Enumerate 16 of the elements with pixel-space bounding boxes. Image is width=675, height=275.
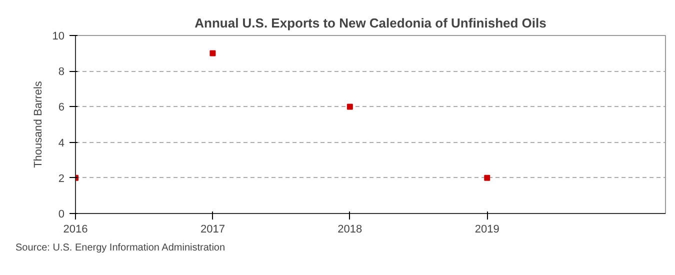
point	[210, 50, 216, 56]
point	[346, 104, 353, 110]
y-tick-label: 8	[58, 66, 65, 78]
point	[484, 174, 490, 181]
y-tick-label: 2	[58, 172, 65, 185]
y-axis-title: Thousand Barrels	[32, 80, 44, 168]
y-tick-label: 10	[52, 30, 65, 42]
x-tick-label: 2019	[474, 224, 500, 236]
y-tick-label: 0	[58, 208, 65, 220]
y-tick-label: 6	[58, 102, 65, 114]
source-note: Source: U.S. Energy Information Administration	[16, 242, 226, 254]
chart-title: Annual U.S. Exports to New Caledonia of Unfinished Oils	[194, 16, 546, 30]
x-tick-label: 2017	[200, 224, 225, 236]
x-tick-label: 2016	[63, 224, 88, 236]
x-tick-label: 2018	[338, 224, 362, 236]
y-tick-label: 4	[58, 137, 65, 150]
